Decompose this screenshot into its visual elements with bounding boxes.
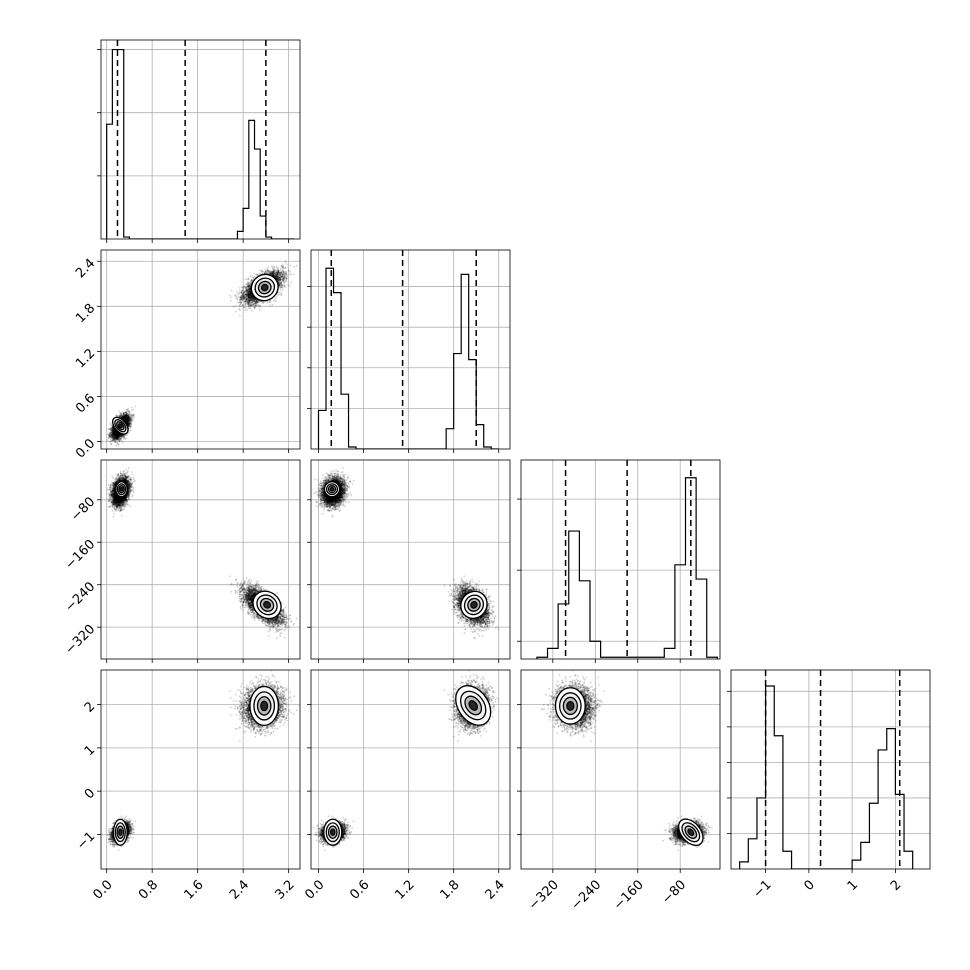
- sample-point: [133, 416, 135, 418]
- histogram-bar: [237, 231, 243, 239]
- histogram-bar: [579, 581, 590, 659]
- sample-point: [108, 437, 110, 439]
- sample-point: [107, 439, 109, 441]
- histogram-panel-4: −1 0 1 2: [727, 670, 930, 902]
- histogram-bar: [783, 851, 792, 869]
- panel-content: [107, 40, 295, 239]
- sample-point: [118, 437, 120, 439]
- histogram-bar: [446, 429, 454, 449]
- histogram-bar: [469, 360, 477, 449]
- histogram-bar: [255, 149, 261, 239]
- panel-content: [740, 670, 913, 869]
- x-tick-label: 1: [845, 877, 861, 893]
- grid-lines: [101, 40, 300, 239]
- histogram-bar: [548, 648, 559, 659]
- sample-point: [130, 430, 132, 432]
- sample-point: [127, 413, 129, 415]
- histogram-bar: [260, 216, 266, 239]
- sample-point: [118, 440, 120, 442]
- histogram-bar: [766, 686, 775, 869]
- sample-point: [112, 440, 114, 442]
- sample-point: [110, 439, 112, 441]
- histogram-bar: [249, 120, 255, 239]
- histogram-bar: [748, 839, 757, 869]
- sample-point: [124, 417, 126, 419]
- histogram-bar: [341, 394, 349, 449]
- histogram-bar: [107, 124, 113, 239]
- sample-point: [131, 407, 133, 409]
- histogram-panel-2: [307, 250, 510, 453]
- histogram-bar: [319, 410, 327, 449]
- histogram-bar: [904, 851, 913, 869]
- x-tick-label: 0: [801, 877, 817, 893]
- histogram-bar: [569, 531, 580, 659]
- histogram-bar: [675, 565, 686, 659]
- sample-point: [114, 432, 116, 434]
- histogram-bar: [740, 862, 749, 869]
- panel-content: [107, 260, 303, 446]
- sample-point: [109, 436, 111, 438]
- sample-point: [121, 435, 123, 437]
- sample-point: [126, 434, 128, 436]
- histogram-bar: [664, 648, 675, 659]
- sample-point: [126, 409, 128, 411]
- histogram-bar: [887, 729, 896, 869]
- panel-content: [537, 460, 717, 659]
- histogram-bar: [774, 736, 783, 869]
- histogram-bar: [118, 50, 124, 239]
- histogram-bar: [461, 274, 469, 449]
- histogram-bar: [852, 860, 861, 869]
- sample-point: [132, 414, 134, 416]
- sample-point: [134, 406, 136, 408]
- histogram-panel-1: [97, 40, 300, 243]
- histogram-bar: [243, 208, 249, 239]
- histogram-bar: [869, 803, 878, 869]
- scatter-panel-1-2: 0.00.61.21.82.4: [73, 250, 302, 461]
- histogram-bar: [334, 293, 342, 449]
- sample-point: [110, 422, 112, 424]
- histogram-bar: [757, 798, 766, 869]
- panel-frame: [101, 40, 300, 239]
- sample-point: [120, 439, 122, 441]
- histogram-bar: [558, 604, 569, 659]
- sample-point: [118, 410, 120, 412]
- histogram-panel-3: [517, 460, 720, 663]
- histogram-bar: [878, 750, 887, 869]
- sample-point: [111, 443, 113, 445]
- histogram-bar: [454, 354, 462, 449]
- x-tick-label: −1: [750, 877, 774, 901]
- histogram-bar: [476, 425, 484, 449]
- sample-point: [131, 410, 133, 412]
- histogram-bar: [326, 268, 334, 449]
- sample-point: [111, 435, 113, 437]
- sample-point: [129, 426, 131, 428]
- sample-point: [133, 409, 135, 411]
- histogram-bar: [590, 641, 601, 659]
- sample-point: [127, 411, 129, 413]
- sample-point: [110, 441, 112, 443]
- sample-point: [116, 443, 118, 445]
- histogram-bar: [696, 579, 707, 659]
- sample-point: [120, 412, 122, 414]
- histogram-bar: [861, 842, 870, 869]
- x-tick-label: 2: [888, 877, 904, 893]
